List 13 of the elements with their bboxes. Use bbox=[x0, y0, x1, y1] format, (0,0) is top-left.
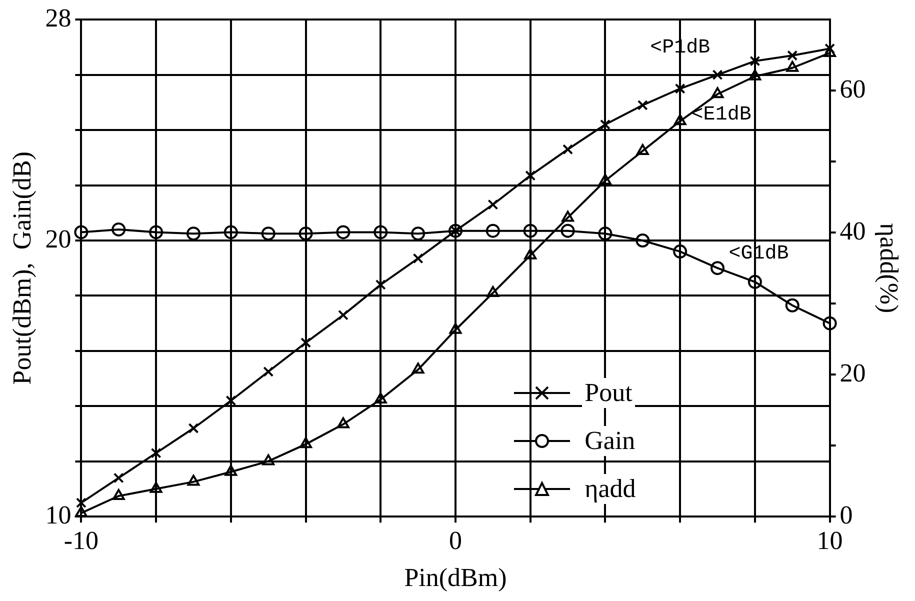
annotation: <E1dB bbox=[691, 103, 752, 126]
y2-axis-title: ηadd(%) bbox=[874, 223, 904, 314]
legend-label: Pout bbox=[582, 378, 636, 408]
x-tick-label: 0 bbox=[449, 526, 462, 556]
y-tick-label: 28 bbox=[45, 3, 72, 32]
y2-tick-label: 20 bbox=[840, 358, 866, 388]
y2-tick-label: 40 bbox=[840, 216, 866, 246]
x-axis-title: Pin(dBm) bbox=[404, 563, 507, 592]
legend-label: Gain bbox=[582, 426, 638, 456]
y-tick-label: 20 bbox=[45, 224, 72, 254]
y2-tick-label: 60 bbox=[840, 74, 866, 104]
y-axis-title: Pout(dBm), Gain(dB) bbox=[7, 151, 36, 385]
legend-label: ηadd bbox=[582, 474, 639, 504]
